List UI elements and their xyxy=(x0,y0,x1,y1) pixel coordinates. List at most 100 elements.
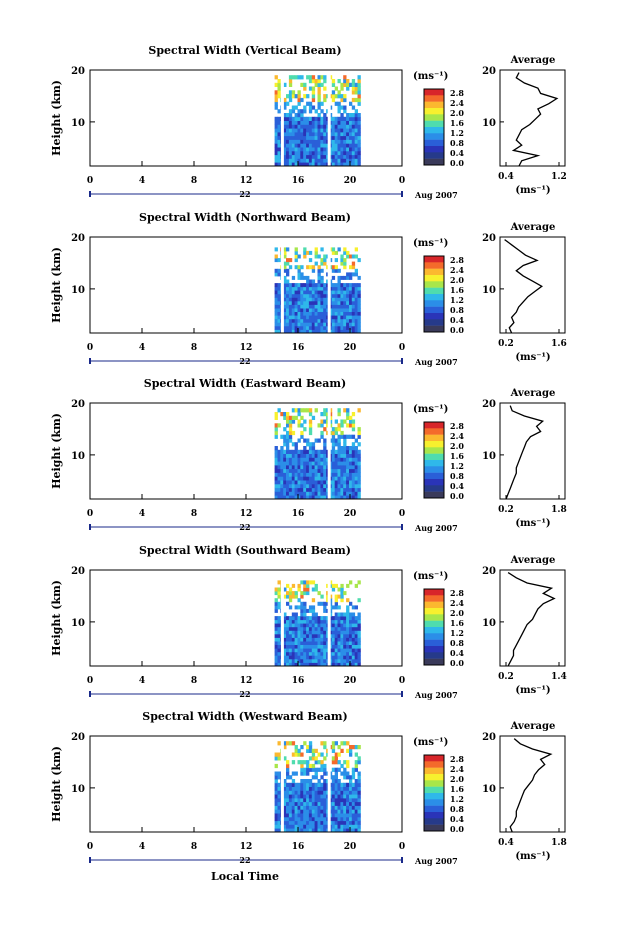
heatmap-cell xyxy=(308,446,313,451)
heatmap-cell xyxy=(297,304,301,309)
heatmap-cell xyxy=(274,162,278,167)
heatmap-cell xyxy=(331,325,336,330)
heatmap-cell xyxy=(334,453,338,458)
heatmap-cell xyxy=(317,322,321,327)
heatmap-cell xyxy=(357,79,361,84)
heatmap-cell xyxy=(306,779,310,784)
x-tick-label: 12 xyxy=(240,676,253,686)
average-x-tick-label: 0.2 xyxy=(498,505,514,515)
x-tick-label: 4 xyxy=(139,509,145,519)
heatmap-cell xyxy=(357,619,361,624)
heatmap-cell xyxy=(320,283,324,288)
heatmap-cell xyxy=(291,120,296,125)
heatmap-cell xyxy=(323,131,327,137)
heatmap-cell xyxy=(291,495,296,500)
heatmap-cell xyxy=(349,113,353,118)
heatmap-cell xyxy=(291,824,296,829)
heatmap-cell xyxy=(311,442,316,447)
heatmap-cell xyxy=(303,297,307,302)
heatmap-cell xyxy=(308,147,313,152)
heatmap-cell xyxy=(314,124,318,129)
heatmap-cell xyxy=(291,648,296,653)
heatmap-cell xyxy=(297,116,301,121)
heatmap-cell xyxy=(277,143,281,148)
heatmap-cell xyxy=(294,612,298,617)
heatmap-cell xyxy=(303,483,307,489)
heatmap-cell xyxy=(343,154,347,159)
colorbar-swatch xyxy=(424,633,444,640)
heatmap-cell xyxy=(340,790,344,795)
heatmap-cell xyxy=(349,580,353,585)
heatmap-cell xyxy=(306,648,310,653)
heatmap-cell xyxy=(300,608,304,613)
heatmap-cell xyxy=(283,139,287,144)
heatmap-cell xyxy=(346,775,350,780)
heatmap-cell xyxy=(294,637,298,642)
heatmap-cell xyxy=(294,748,298,753)
heatmap-cell xyxy=(277,637,281,642)
heatmap-cell xyxy=(351,641,356,645)
heatmap-cell xyxy=(274,587,278,592)
heatmap-cell xyxy=(303,453,307,458)
heatmap-cell xyxy=(308,139,313,144)
heatmap-cell xyxy=(337,135,341,140)
heatmap-cell xyxy=(320,752,324,757)
heatmap-cell xyxy=(306,790,310,795)
heatmap-cell xyxy=(303,131,307,137)
heatmap-cell xyxy=(354,297,358,302)
heatmap-cell xyxy=(274,763,278,769)
heatmap-cell xyxy=(283,483,287,489)
heatmap-cell xyxy=(337,128,341,133)
heatmap-cell xyxy=(306,824,310,829)
heatmap-cell xyxy=(291,150,296,156)
heatmap-cell xyxy=(317,472,321,477)
heatmap-cell xyxy=(351,801,356,806)
heatmap-cell xyxy=(351,633,356,638)
heatmap-cell xyxy=(346,318,350,323)
heatmap-cell xyxy=(286,771,290,776)
heatmap-cell xyxy=(286,619,290,624)
heatmap-cell xyxy=(297,94,301,99)
heatmap-cell xyxy=(331,300,336,305)
heatmap-cell xyxy=(334,782,338,787)
heatmap-cell xyxy=(291,623,296,628)
heatmap-cell xyxy=(346,648,350,653)
heatmap-cell xyxy=(340,97,344,103)
heatmap-cell xyxy=(320,813,324,818)
heatmap-cell xyxy=(317,120,321,125)
heatmap-cell xyxy=(286,434,290,439)
heatmap-cell xyxy=(291,828,296,833)
heatmap-cell xyxy=(314,290,318,295)
heatmap-cell xyxy=(300,434,304,439)
heatmap-cell xyxy=(280,453,284,458)
heatmap-cell xyxy=(331,158,336,163)
heatmap-cell xyxy=(308,265,313,270)
heatmap-cell xyxy=(297,124,301,129)
heatmap-cell xyxy=(294,265,298,270)
heatmap-cell xyxy=(320,480,324,485)
heatmap-cell xyxy=(346,286,350,291)
heatmap-cell xyxy=(280,461,284,466)
heatmap-cell xyxy=(297,658,301,663)
heatmap-cell xyxy=(346,655,350,660)
heatmap-cell xyxy=(349,820,353,825)
heatmap-cell xyxy=(297,468,301,473)
heatmap-cell xyxy=(288,786,293,791)
heatmap-cell xyxy=(343,790,347,795)
heatmap-cell xyxy=(314,487,318,492)
y-tick-label: 10 xyxy=(71,118,85,129)
heatmap-cell xyxy=(346,816,350,822)
heatmap-cell xyxy=(277,809,281,814)
heatmap-cell xyxy=(337,446,341,451)
x-tick-label: 0 xyxy=(87,343,93,353)
heatmap-cell xyxy=(334,583,338,588)
heatmap-cell xyxy=(283,623,287,628)
heatmap-cell xyxy=(297,651,301,656)
heatmap-cell xyxy=(337,820,341,825)
heatmap-cell xyxy=(274,771,278,776)
heatmap-cell xyxy=(323,651,327,656)
heatmap-cell xyxy=(340,86,344,91)
heatmap-cell xyxy=(306,408,310,413)
heatmap-cell xyxy=(317,801,321,806)
heatmap-cell xyxy=(294,286,298,291)
